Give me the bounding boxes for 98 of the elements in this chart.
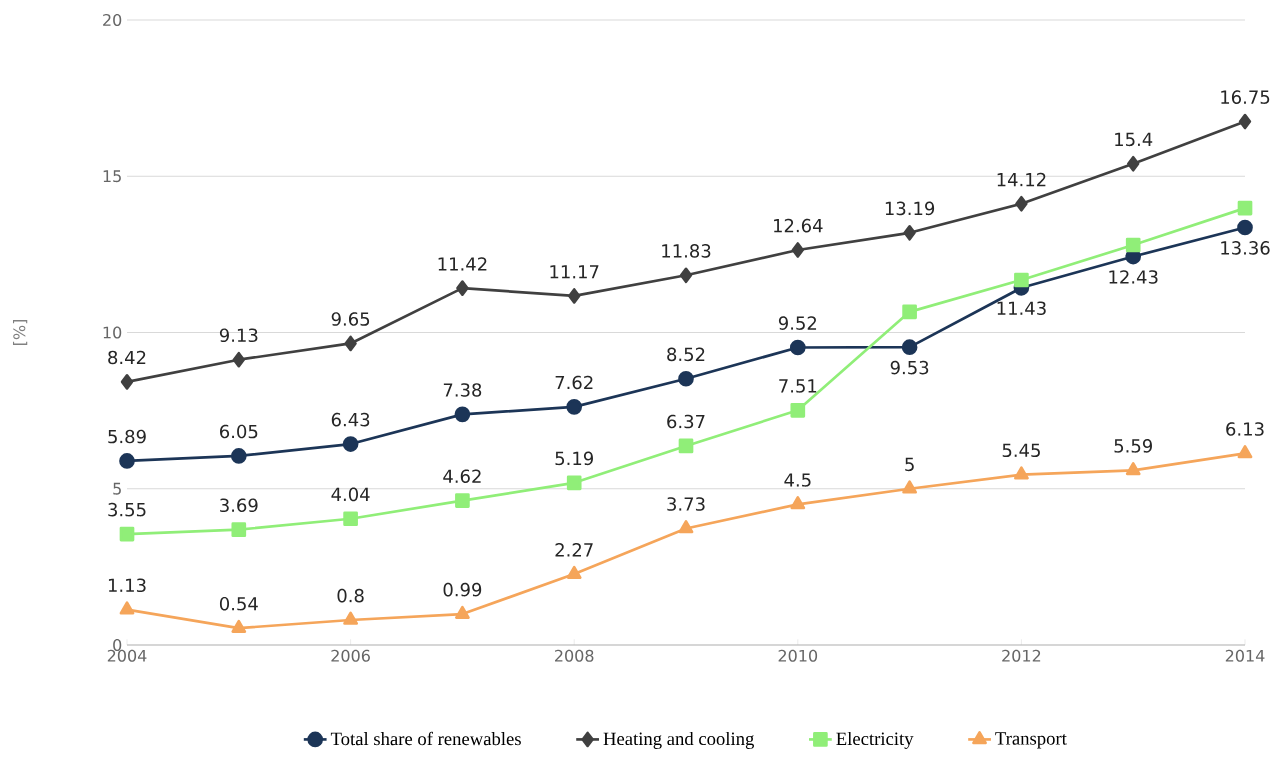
point — [1237, 200, 1253, 216]
data-label: 2.27 — [555, 543, 593, 557]
data-label: 6.37 — [667, 414, 705, 429]
data-label: 13.19 — [885, 201, 935, 216]
point — [1015, 195, 1028, 212]
point — [119, 601, 135, 615]
point — [120, 374, 134, 390]
point — [1014, 272, 1029, 288]
legend-label: Transport — [995, 732, 1067, 749]
point — [1237, 445, 1253, 459]
point — [231, 522, 247, 538]
data-label: 16.75 — [1221, 90, 1270, 104]
point — [454, 406, 471, 423]
data-label: 9.65 — [331, 312, 370, 326]
point — [455, 493, 470, 508]
point — [791, 242, 805, 258]
data-label: 0.54 — [219, 596, 258, 611]
point — [566, 399, 583, 415]
point — [1126, 155, 1140, 172]
data-label: 3.69 — [220, 498, 258, 513]
point — [790, 402, 806, 418]
point — [566, 565, 582, 579]
point — [119, 526, 135, 542]
data-label: 12.43 — [1109, 270, 1158, 284]
x-tick-label: 2008 — [555, 649, 594, 662]
data-label: 12.64 — [774, 218, 823, 233]
y-tick-label: 5 — [113, 482, 121, 495]
data-label: 14.12 — [997, 172, 1046, 187]
data-label: 0.8 — [337, 588, 364, 603]
point — [232, 351, 246, 368]
point — [1014, 466, 1029, 480]
data-label: 5.59 — [1114, 439, 1152, 453]
x-tick-label: 2006 — [331, 649, 370, 662]
legend-label: Total share of renewables — [330, 731, 521, 746]
data-label: 8.42 — [108, 350, 146, 365]
data-label: 7.62 — [555, 375, 593, 390]
data-label: 0.99 — [443, 582, 482, 597]
data-label: 13.36 — [1221, 241, 1270, 255]
data-label: 3.55 — [108, 502, 146, 517]
x-tick-label: 2012 — [1002, 649, 1041, 662]
data-label: 11.43 — [997, 301, 1046, 316]
x-tick-label: 2014 — [1225, 649, 1265, 662]
point — [903, 224, 916, 241]
y-tick-label: 10 — [103, 326, 122, 339]
data-label: 5.19 — [555, 451, 593, 466]
y-tick-label: 20 — [103, 13, 122, 27]
y-tick-label: 0 — [113, 638, 122, 652]
point — [678, 520, 694, 534]
point — [119, 453, 135, 469]
point — [230, 448, 247, 464]
data-label: 11.42 — [438, 257, 487, 271]
data-label: 5.45 — [1002, 443, 1040, 458]
point — [678, 370, 694, 387]
point — [231, 619, 247, 633]
data-label: 4.62 — [443, 469, 481, 484]
data-label: 4.04 — [331, 487, 370, 502]
x-tick-label: 2010 — [778, 649, 818, 662]
point — [678, 438, 694, 454]
point — [902, 480, 918, 494]
data-label: 6.05 — [220, 424, 258, 439]
point — [343, 511, 358, 527]
point — [1238, 113, 1252, 130]
point — [567, 288, 581, 304]
point — [679, 267, 693, 284]
data-label: 9.13 — [219, 328, 258, 343]
point — [1237, 219, 1253, 236]
data-label: 3.73 — [667, 497, 705, 511]
point — [455, 605, 470, 619]
point — [566, 475, 582, 491]
data-label: 6.43 — [331, 412, 370, 427]
data-label: 5.89 — [108, 429, 146, 444]
data-label: 4.5 — [784, 473, 811, 487]
y-tick-label: 15 — [103, 170, 121, 183]
point — [1125, 461, 1141, 476]
point — [789, 339, 806, 356]
data-label: 9.53 — [890, 360, 929, 375]
y-axis-title: [%] — [12, 320, 28, 345]
point — [901, 339, 918, 356]
data-label: 11.83 — [662, 244, 711, 258]
point — [902, 304, 917, 320]
data-label: 7.51 — [779, 379, 817, 393]
point — [344, 335, 357, 352]
point — [1125, 237, 1141, 253]
data-label: 8.52 — [667, 347, 705, 362]
x-tick-label: 2004 — [107, 649, 147, 662]
data-label: 15.4 — [1115, 132, 1153, 147]
legend-label: Heating and cooling — [603, 731, 754, 749]
data-label: 9.52 — [778, 316, 817, 330]
data-label: 6.13 — [1226, 422, 1264, 436]
legend-label: Electricity — [836, 731, 914, 749]
data-label: 5 — [905, 457, 914, 472]
data-label: 7.38 — [443, 383, 482, 397]
point — [342, 436, 359, 452]
point — [790, 496, 806, 510]
point — [343, 611, 359, 625]
data-label: 11.17 — [550, 265, 599, 279]
data-label: 1.13 — [108, 578, 146, 593]
point — [456, 280, 469, 296]
